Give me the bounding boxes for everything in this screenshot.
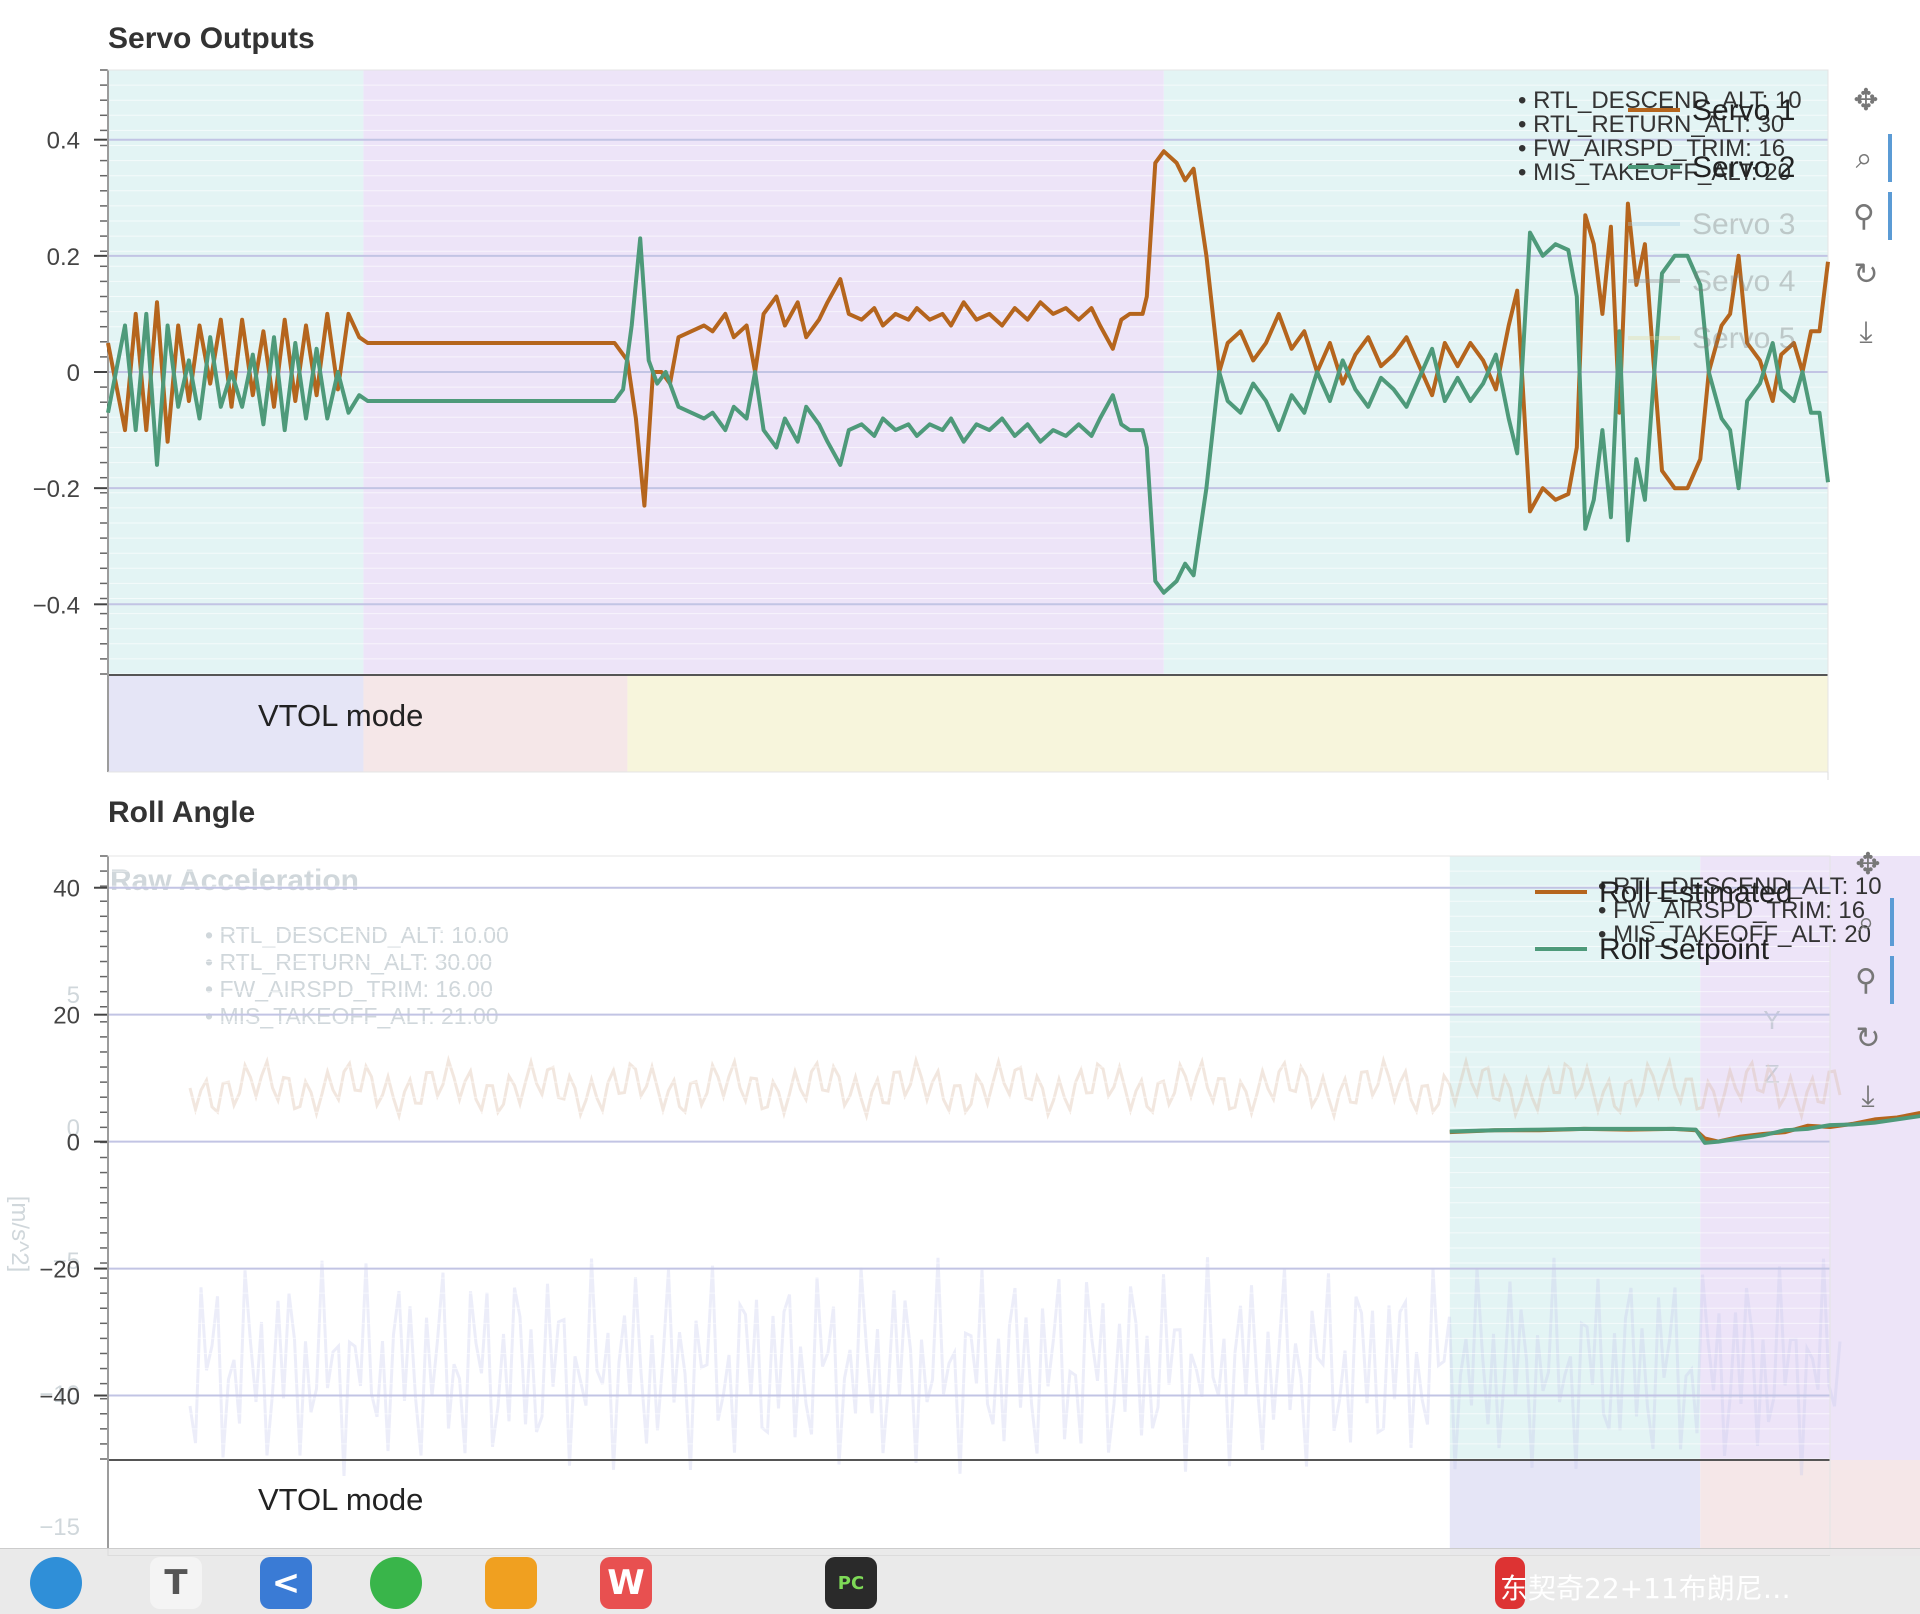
files-icon[interactable] — [485, 1557, 537, 1609]
series-line-servo-2 — [106, 230, 1830, 595]
save-icon[interactable]: ⤓ — [1859, 314, 1873, 350]
legend-label: Servo 3 — [1692, 208, 1795, 241]
y-tick-label: 40 — [53, 876, 80, 903]
legend-label: Roll Setpoint — [1599, 933, 1770, 966]
series-line-roll-setpoint — [1449, 1113, 1920, 1145]
y-tick-label: 0 — [67, 1130, 80, 1157]
ghost-param: • FW_AIRSPD_TRIM: 16.00 — [205, 976, 493, 1002]
y-tick-label: 0.2 — [47, 244, 80, 271]
typora-icon[interactable]: T — [150, 1557, 202, 1609]
servo-outputs-panel: 0.4 0.2 0 −0.2 −0.4 VTOL mode Servo Outputs • R… — [0, 0, 1920, 780]
legend-label: Servo 4 — [1692, 265, 1795, 298]
legend-label: Servo 1 — [1692, 94, 1795, 127]
vtol-mode-band — [627, 675, 1828, 772]
chart-title: Roll Angle — [108, 796, 255, 829]
legend-item: Roll Setpoint — [1535, 933, 1770, 966]
param-text: • MIS_TAKEOFF_ALT: 20 — [1518, 159, 1791, 186]
ghost-y-tick: −5 — [53, 1248, 80, 1275]
vtol-mode-band — [1700, 1460, 1920, 1556]
pan-icon[interactable]: ✥ — [1855, 846, 1881, 882]
ghost-legend-z: Z — [1764, 1059, 1780, 1089]
wheel-zoom-icon[interactable]: ⚲ — [1840, 192, 1892, 240]
ghost-param: • MIS_TAKEOFF_ALT: 21.00 — [205, 1003, 499, 1029]
vtol-mode-band — [1449, 1460, 1701, 1556]
save-icon[interactable]: ⤓ — [1861, 1078, 1875, 1114]
param-text: • MIS_TAKEOFF_ALT: 20 — [1598, 921, 1871, 948]
ghost-series-y — [188, 1054, 1842, 1122]
servo-outputs-chart: 0.4 0.2 0 −0.2 −0.4 VTOL mode Servo Outputs • R… — [33, 22, 1830, 780]
edge-icon[interactable] — [30, 1557, 82, 1609]
y-tick-label: −0.2 — [33, 476, 80, 503]
wheel-zoom-icon[interactable]: ⚲ — [1842, 956, 1894, 1004]
ghost-series-z — [188, 1257, 1842, 1476]
legend-item: Servo 5 — [1628, 322, 1795, 355]
vtol-mode-band — [363, 675, 628, 772]
legend-item: Servo 2 — [1628, 151, 1795, 184]
param-text: • RTL_DESCEND_ALT: 10 — [1598, 873, 1882, 900]
roll-angle-panel: Raw Acceleration • RTL_DESCEND_ALT: 10.00… — [0, 776, 1920, 1556]
ghost-title: Raw Acceleration — [110, 864, 359, 897]
chart-title: Servo Outputs — [108, 22, 315, 55]
ghost-y-tick: 0 — [67, 1115, 80, 1142]
y-tick-label: −0.4 — [33, 592, 80, 619]
param-text: • FW_AIRSPD_TRIM: 16 — [1598, 897, 1865, 924]
ghost-param: • RTL_DESCEND_ALT: 10.00 — [205, 922, 509, 948]
news-ticker[interactable]: 东契奇22+11布朗尼… — [1500, 1572, 1791, 1605]
ghost-raw-acceleration-layer: Raw Acceleration • RTL_DESCEND_ALT: 10.00… — [6, 864, 1842, 1541]
vscode-icon[interactable]: < — [260, 1557, 312, 1609]
box-zoom-icon[interactable]: ⌕ — [1840, 134, 1892, 182]
plot-border — [107, 855, 1831, 1556]
y-tick-label: 0 — [67, 360, 80, 387]
wechat-icon[interactable] — [370, 1557, 422, 1609]
roll-angle-chart: Raw Acceleration • RTL_DESCEND_ALT: 10.00… — [6, 796, 1920, 1556]
plot-border — [107, 69, 1829, 773]
y-tick-label: −20 — [39, 1257, 80, 1284]
taskbar: T < W PC 东契奇22+11布朗尼… — [0, 1548, 1920, 1614]
box-zoom-icon[interactable]: ⌕ — [1842, 898, 1894, 946]
legend-item: Servo 1 — [1628, 94, 1795, 127]
ghost-y-tick: 5 — [67, 982, 80, 1009]
legend-item: Servo 3 — [1628, 208, 1795, 241]
x-axis: 1:17:401:17:501:18:001:18:10 — [1827, 772, 1829, 780]
vtol-mode-label: VTOL mode — [258, 1482, 423, 1517]
ghost-y-tick: −10 — [39, 1381, 80, 1408]
nba-icon[interactable] — [1495, 1557, 1525, 1609]
vtol-mode-band — [108, 675, 364, 772]
y-tick-label: 20 — [53, 1003, 80, 1030]
legend-label: Servo 5 — [1692, 322, 1795, 355]
vtol-mode-label: VTOL mode — [258, 698, 423, 733]
legend-label: Roll Estimated — [1599, 876, 1792, 909]
pan-icon[interactable]: ✥ — [1853, 82, 1879, 118]
param-text: • FW_AIRSPD_TRIM: 16 — [1518, 135, 1785, 162]
pycharm-icon[interactable]: PC — [825, 1557, 877, 1609]
reset-icon[interactable]: ↻ — [1855, 1020, 1881, 1056]
y-tick-label: 0.4 — [47, 128, 80, 155]
ghost-legend-y: Y — [1763, 1005, 1780, 1035]
series-line-roll-estimated — [1449, 1111, 1920, 1144]
legend-item: Roll Estimated — [1535, 876, 1792, 909]
legend-item: Servo 4 — [1628, 265, 1795, 298]
wps-icon[interactable]: W — [600, 1557, 652, 1609]
roll-chart-toolbar: ✥ ⌕ ⚲ ↻ ⤓ — [1838, 840, 1898, 1130]
series-line-servo-1 — [106, 149, 1830, 514]
servo-chart-toolbar: ✥ ⌕ ⚲ ↻ ⤓ — [1836, 76, 1896, 366]
param-text: • RTL_RETURN_ALT: 30 — [1518, 111, 1784, 138]
legend-label: Servo 2 — [1692, 151, 1795, 184]
ghost-y-tick: −15 — [39, 1514, 80, 1541]
reset-icon[interactable]: ↻ — [1853, 256, 1879, 292]
ghost-y-label: [m/s^2] — [6, 1196, 33, 1273]
y-tick-label: −40 — [39, 1384, 80, 1411]
